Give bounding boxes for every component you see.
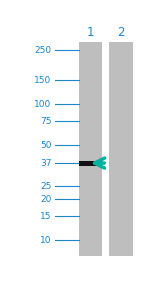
Text: 20: 20 [40,195,51,204]
Bar [79,161,102,166]
Bar [79,42,102,256]
Text: 100: 100 [34,100,51,109]
Text: 2: 2 [117,25,125,39]
Text: 50: 50 [40,141,51,150]
Text: 1: 1 [87,25,95,39]
Text: 25: 25 [40,182,51,191]
Text: 75: 75 [40,117,51,126]
Bar [110,42,133,256]
Text: 150: 150 [34,76,51,85]
Text: 37: 37 [40,159,51,168]
Text: 250: 250 [34,46,51,54]
Text: 10: 10 [40,236,51,245]
Text: 15: 15 [40,212,51,221]
